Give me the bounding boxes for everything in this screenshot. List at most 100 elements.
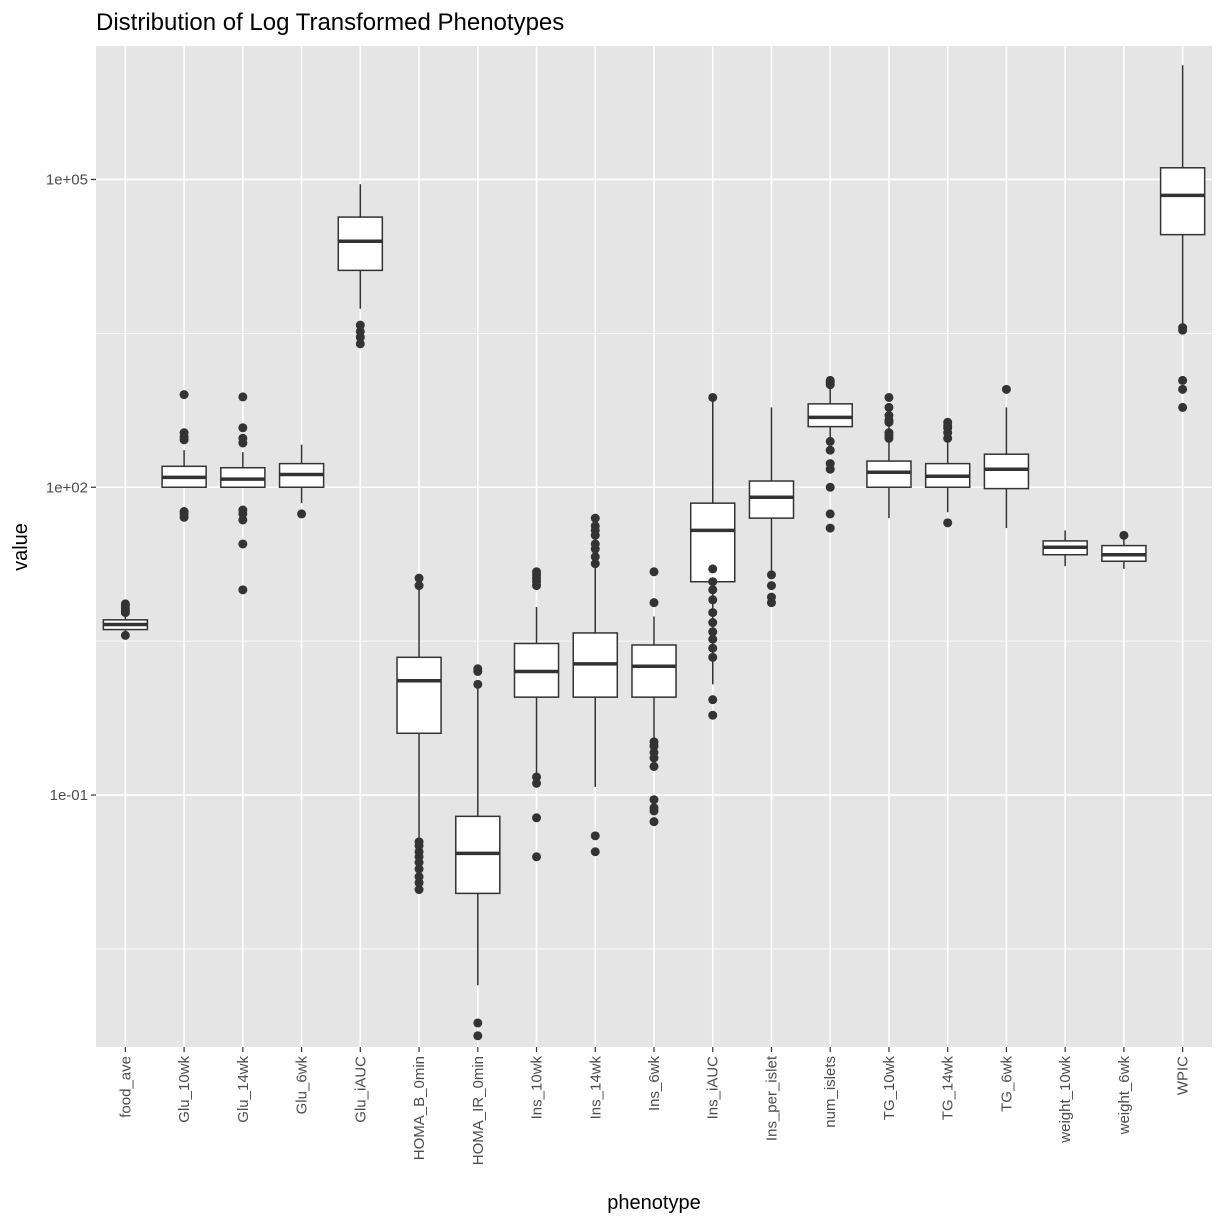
plot-panel [96, 46, 1212, 1047]
box-body [866, 460, 912, 489]
box-Ins_per_islet [748, 407, 795, 608]
box-marks [102, 65, 1206, 1041]
x-tick-label: food_ave [117, 1056, 134, 1118]
y-axis-title: value [10, 523, 32, 571]
x-tick-label: Ins_per_islet [763, 1055, 780, 1141]
outlier-point [414, 573, 424, 583]
outlier-point [766, 570, 776, 580]
y-axis: 1e-01 1e+02 1e+05 [46, 171, 96, 804]
x-tick-label: WPIC [1175, 1056, 1192, 1095]
outlier-point [825, 509, 835, 519]
box-weight_6wk [1101, 530, 1147, 569]
outlier-point [473, 664, 483, 674]
y-tick-label: 1e-01 [50, 787, 88, 804]
box-Glu_14wk [220, 392, 266, 595]
outlier-point [1178, 375, 1188, 385]
outlier-point [532, 813, 542, 823]
box-weight_10wk [1042, 530, 1088, 567]
outlier-point [708, 643, 718, 653]
outlier-point [238, 539, 248, 549]
x-tick-label: Ins_10wk [529, 1056, 546, 1120]
box-body [337, 216, 384, 272]
x-tick-label: TG_6wk [998, 1056, 1015, 1112]
x-tick-label: Ins_6wk [646, 1056, 663, 1112]
outlier-point [179, 428, 189, 438]
outlier-point [825, 459, 835, 469]
outlier-point [708, 595, 718, 605]
outlier-point [825, 375, 835, 385]
outlier-point [1178, 402, 1188, 412]
outlier-point [532, 567, 542, 577]
box-body [396, 656, 442, 735]
outlier-point [884, 392, 894, 402]
chart-title: Distribution of Log Transformed Phenotyp… [96, 9, 564, 36]
x-tick-label: Glu_14wk [235, 1056, 252, 1123]
box-HOMA_IR_0min [455, 664, 501, 1041]
box-body [807, 403, 853, 428]
outlier-point [590, 521, 600, 531]
outlier-point [943, 518, 953, 528]
outlier-point [120, 599, 130, 609]
x-tick-label: num_islets [822, 1056, 839, 1128]
x-tick-label: weight_10wk [1057, 1056, 1074, 1144]
x-tick-label: Glu_10wk [176, 1056, 193, 1123]
box-Ins_14wk [572, 513, 619, 857]
outlier-point [708, 564, 718, 574]
outlier-point [1119, 530, 1129, 540]
x-tick-label: Ins_14wk [587, 1056, 604, 1120]
outlier-point [297, 509, 307, 519]
x-tick-label: weight_6wk [1116, 1056, 1133, 1136]
x-tick-label: Glu_iAUC [352, 1056, 369, 1123]
outlier-point [649, 761, 659, 771]
outlier-point [708, 577, 718, 587]
x-tick-label: Ins_iAUC [705, 1056, 722, 1120]
box-Ins_6wk [631, 567, 677, 827]
outlier-point [238, 423, 248, 433]
outlier-point [708, 652, 718, 662]
y-tick-label: 1e+02 [46, 479, 88, 496]
box-TG_10wk [866, 392, 912, 519]
box-TG_6wk [983, 384, 1030, 529]
outlier-point [120, 630, 130, 640]
outlier-point [414, 581, 424, 591]
outlier-point [708, 392, 718, 402]
outlier-point [649, 803, 659, 813]
outlier-point [649, 795, 659, 805]
x-axis: food_ave Glu_10wk Glu_14wk Glu_6wk Glu_iAUC H… [117, 1047, 1192, 1165]
outlier-point [238, 433, 248, 443]
x-tick-label: HOMA_IR_0min [470, 1056, 487, 1165]
box-body [1159, 167, 1206, 236]
outlier-point [590, 539, 600, 549]
outlier-point [825, 436, 835, 446]
outlier-point [590, 513, 600, 523]
outlier-point [414, 864, 424, 874]
outlier-point [766, 581, 776, 591]
outlier-point [473, 1031, 483, 1041]
box-HOMA_B_0min [396, 573, 442, 895]
outlier-point [708, 710, 718, 720]
outlier-point [473, 1018, 483, 1028]
outlier-point [884, 411, 894, 421]
outlier-point [179, 390, 189, 400]
box-body [983, 453, 1030, 490]
outlier-point [414, 837, 424, 847]
box-Glu_6wk [278, 444, 325, 519]
outlier-point [590, 552, 600, 562]
box-Ins_10wk [513, 567, 560, 862]
outlier-point [238, 505, 248, 515]
outlier-point [414, 872, 424, 882]
outlier-point [708, 695, 718, 705]
outlier-point [708, 634, 718, 644]
outlier-point [355, 339, 365, 349]
outlier-point [649, 567, 659, 577]
outlier-point [238, 585, 248, 595]
x-axis-title: phenotype [607, 1192, 700, 1214]
x-tick-label: TG_10wk [881, 1056, 898, 1121]
box-body [631, 644, 677, 698]
outlier-point [590, 559, 600, 569]
outlier-point [1178, 384, 1188, 394]
outlier-point [355, 320, 365, 330]
outlier-point [825, 445, 835, 455]
box-TG_14wk [924, 417, 971, 528]
